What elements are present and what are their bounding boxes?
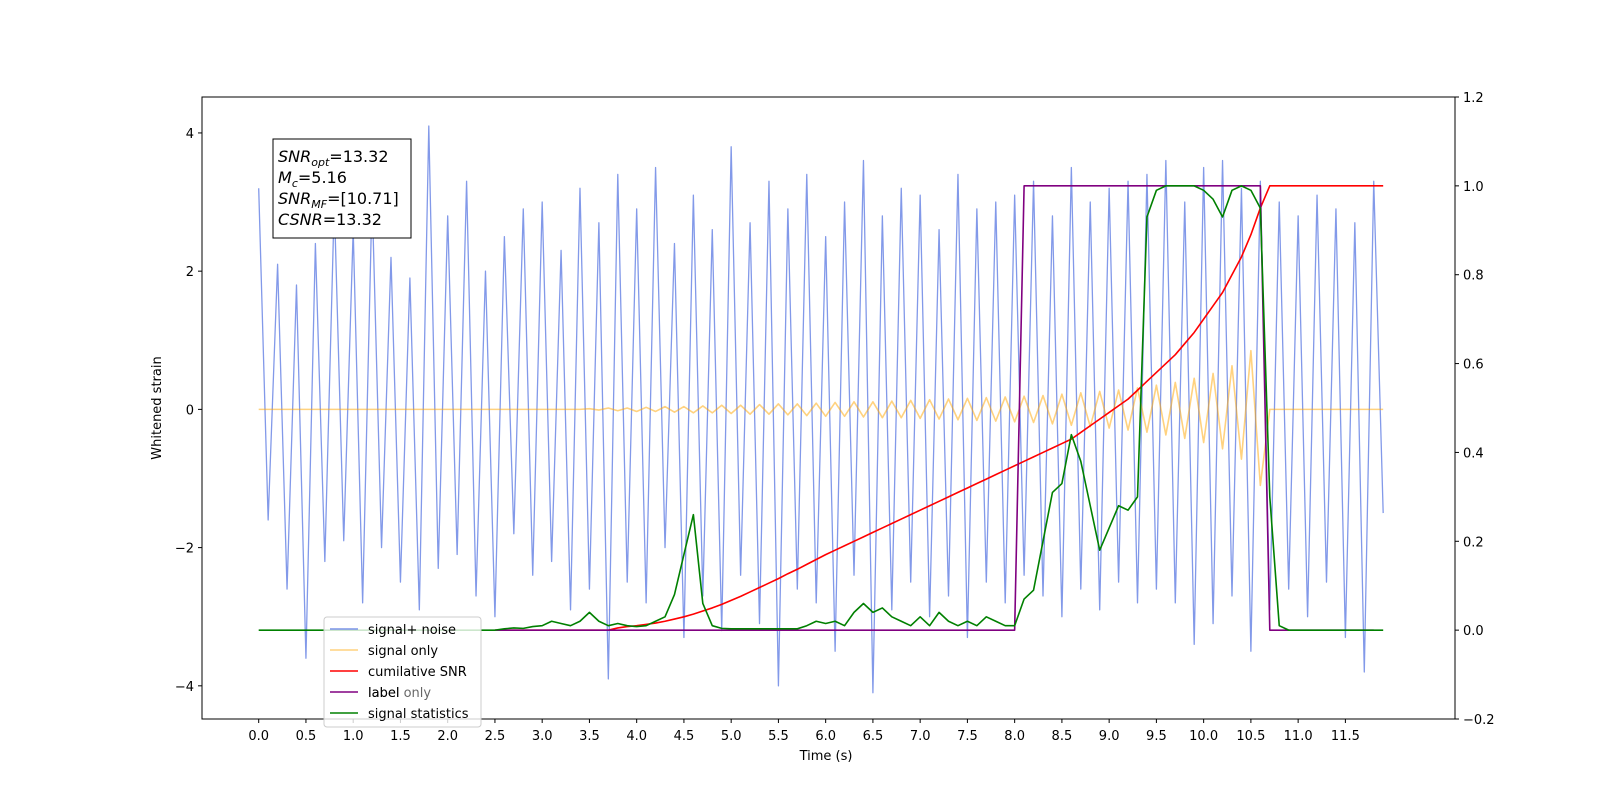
series-line bbox=[258, 349, 1384, 487]
y2-tick-label: 0.6 bbox=[1463, 358, 1484, 373]
x-tick-label: 6.5 bbox=[863, 729, 884, 744]
annotation-symbol: SNR bbox=[278, 189, 311, 208]
x-tick-label: 10.5 bbox=[1236, 729, 1265, 744]
annotation-value: =13.32 bbox=[323, 210, 382, 229]
x-tick-label: 10.0 bbox=[1189, 729, 1218, 744]
annotation-value: =13.32 bbox=[329, 147, 388, 166]
annotation-line: CSNR=13.32 bbox=[278, 210, 382, 229]
x-tick-label: 7.0 bbox=[910, 729, 931, 744]
annotation-value: =5.16 bbox=[298, 168, 347, 187]
annotation-line: SNRMF=[10.71] bbox=[278, 189, 399, 211]
x-tick-label: 4.0 bbox=[626, 729, 647, 744]
x-tick-label: 9.5 bbox=[1146, 729, 1167, 744]
x-tick-label: 1.5 bbox=[390, 729, 411, 744]
y-tick-label: 2 bbox=[186, 265, 194, 280]
y2-tick-label: 0.4 bbox=[1463, 446, 1484, 461]
x-tick-label: 0.0 bbox=[248, 729, 269, 744]
annotation-subscript: MF bbox=[311, 198, 327, 211]
x-tick-label: 5.0 bbox=[721, 729, 742, 744]
legend-label: signal only bbox=[368, 644, 438, 659]
x-tick-label: 8.5 bbox=[1052, 729, 1073, 744]
annotation-symbol: CSNR bbox=[278, 210, 323, 229]
y-axis-label: Whitened strain bbox=[150, 356, 165, 459]
y-tick-label: −4 bbox=[175, 680, 194, 695]
x-tick-label: 9.0 bbox=[1099, 729, 1120, 744]
legend-overlap-text: label only bbox=[368, 686, 431, 701]
series-line bbox=[494, 185, 1384, 631]
y2-tick-label: 1.0 bbox=[1463, 180, 1484, 195]
x-axis-label: Time (s) bbox=[799, 749, 853, 764]
x-tick-label: 7.5 bbox=[957, 729, 978, 744]
y2-tick-label: 0.0 bbox=[1463, 624, 1484, 639]
annotation-box bbox=[272, 138, 412, 239]
y-tick-label: 4 bbox=[186, 127, 194, 142]
x-tick-label: 11.0 bbox=[1284, 729, 1313, 744]
annotation-symbol: SNR bbox=[278, 147, 311, 166]
annotation-subscript: c bbox=[292, 177, 298, 190]
x-tick-label: 8.0 bbox=[1004, 729, 1025, 744]
x-tick-label: 2.5 bbox=[485, 729, 506, 744]
x-tick-label: 2.0 bbox=[437, 729, 458, 744]
x-tick-label: 6.0 bbox=[815, 729, 836, 744]
y2-tick-label: −0.2 bbox=[1463, 713, 1495, 728]
annotation-subscript: opt bbox=[311, 156, 330, 169]
legend-box bbox=[323, 616, 482, 728]
legend-label: cumilative SNR bbox=[368, 665, 467, 680]
x-tick-label: 1.0 bbox=[343, 729, 364, 744]
annotation-symbol: M bbox=[278, 168, 292, 187]
series-line bbox=[494, 185, 1374, 631]
y-tick-label: 0 bbox=[186, 403, 194, 418]
annotation-value: =[10.71] bbox=[327, 189, 399, 208]
x-tick-label: 0.5 bbox=[296, 729, 317, 744]
y2-tick-label: 0.2 bbox=[1463, 535, 1484, 550]
legend-label: label bbox=[368, 686, 399, 701]
legend-label: signal+ noise bbox=[368, 623, 456, 638]
annotation-line: Mc=5.16 bbox=[278, 168, 347, 190]
x-tick-label: 11.5 bbox=[1331, 729, 1360, 744]
y-tick-label: −2 bbox=[175, 542, 194, 557]
series-line bbox=[258, 125, 1384, 694]
x-tick-label: 4.5 bbox=[674, 729, 695, 744]
x-tick-label: 5.5 bbox=[768, 729, 789, 744]
x-tick-label: 3.5 bbox=[579, 729, 600, 744]
annotation-line: SNRopt=13.32 bbox=[278, 147, 389, 169]
y2-tick-label: 0.8 bbox=[1463, 269, 1484, 284]
x-tick-label: 3.0 bbox=[532, 729, 553, 744]
axes-frame bbox=[201, 96, 1456, 720]
y2-tick-label: 1.2 bbox=[1463, 91, 1484, 106]
legend-label: signal statistics bbox=[368, 707, 469, 722]
